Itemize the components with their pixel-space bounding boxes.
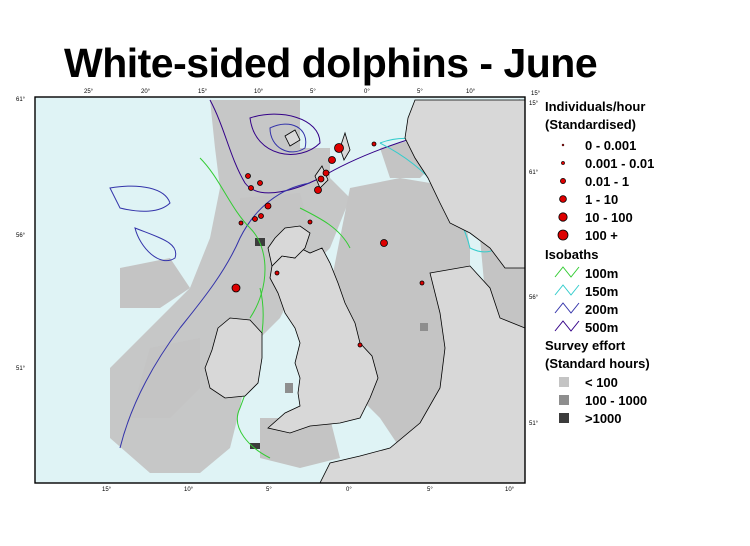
sighting-marker <box>371 141 377 147</box>
legend-effort-label: < 100 <box>585 375 618 390</box>
sighting-marker <box>322 169 330 177</box>
sighting-marker <box>334 143 344 153</box>
lon-tick-top: 5° <box>417 89 423 95</box>
legend-sighting-symbols <box>557 143 569 241</box>
sighting-marker <box>245 173 251 179</box>
sighting-marker <box>231 283 241 293</box>
legend-effort-label: 100 - 1000 <box>585 393 648 408</box>
lat-tick-left: 51° <box>16 366 26 372</box>
sighting-marker <box>328 156 336 164</box>
lat-tick-right: 51° <box>529 421 539 427</box>
legend-effort-label: >1000 <box>585 411 622 426</box>
legend-sighting-label: 0 - 0.001 <box>585 138 637 153</box>
legend-sighting-label: 1 - 10 <box>585 192 619 207</box>
legend-isobath-line <box>554 302 580 314</box>
legend-effort-swatch <box>559 377 569 387</box>
sighting-marker <box>257 180 263 186</box>
lat-tick-right: 15° <box>529 101 539 107</box>
sighting-marker <box>419 280 425 286</box>
dolphin-distribution-map: 25° 20° 15° 10° 5° 0° 5° 10° 15° 15° 10°… <box>0 88 545 498</box>
legend-effort-swatch <box>559 395 569 405</box>
sighting-marker <box>314 186 322 194</box>
legend-isobath-label: 200m <box>585 302 619 317</box>
map-frame <box>34 96 526 484</box>
lon-tick-bottom: 10° <box>505 487 515 493</box>
lat-tick-left: 61° <box>16 97 26 103</box>
legend-effort-swatch <box>559 413 569 423</box>
lon-tick-top: 5° <box>310 89 316 95</box>
legend-isobath-line <box>554 284 580 296</box>
legend-sightings-title: Individuals/hour <box>545 99 646 114</box>
lon-tick-top: 20° <box>141 89 151 95</box>
legend-effort-title: Survey effort <box>545 338 626 353</box>
legend-isobath-label: 150m <box>585 284 619 299</box>
legend-sighting-marker <box>558 212 568 222</box>
lon-tick-bottom: 15° <box>102 487 112 493</box>
legend-isobath-label: 500m <box>585 320 619 335</box>
lon-tick-top: 25° <box>84 89 94 95</box>
sighting-marker <box>264 202 272 210</box>
lat-tick-right: 61° <box>529 170 539 176</box>
legend-isobath-line <box>554 266 580 278</box>
page-title: White-sided dolphins - June <box>64 40 598 86</box>
lon-tick-top: 15° <box>198 89 208 95</box>
lon-tick-top: 10° <box>254 89 264 95</box>
sighting-marker <box>252 216 258 222</box>
great-britain <box>267 247 379 434</box>
sighting-marker <box>307 219 313 225</box>
lon-tick-top: 10° <box>466 89 476 95</box>
legend-sighting-label: 0.001 - 0.01 <box>585 156 655 171</box>
continent <box>319 265 526 484</box>
legend-sighting-marker <box>559 195 567 203</box>
legend-sighting-label: 100 + <box>585 228 618 243</box>
sighting-marker <box>317 175 325 183</box>
sighting-marker <box>238 220 244 226</box>
legend-isobath-label: 100m <box>585 266 619 281</box>
legend-sighting-marker <box>557 229 569 241</box>
sightings-layer <box>231 141 425 348</box>
lat-tick-right: 56° <box>529 295 539 301</box>
lon-tick-bottom: 0° <box>346 487 352 493</box>
sighting-marker <box>274 270 280 276</box>
sighting-marker <box>248 185 254 191</box>
lon-tick-bottom: 10° <box>184 487 194 493</box>
legend-effort-subtitle: (Standard hours) <box>545 356 650 371</box>
legend-isobath-symbols <box>554 266 580 332</box>
legend-sighting-label: 0.01 - 1 <box>585 174 630 189</box>
legend-sighting-marker <box>561 161 565 165</box>
sighting-marker <box>357 342 363 348</box>
legend-effort-symbols <box>559 377 569 423</box>
map-canvas <box>34 96 526 484</box>
lon-tick-bottom: 5° <box>266 487 272 493</box>
sighting-marker <box>380 239 388 247</box>
lon-tick-top: 15° <box>531 91 541 97</box>
legend-sightings-subtitle: (Standardised) <box>545 117 637 132</box>
legend-isobaths-title: Isobaths <box>545 247 599 262</box>
legend-sighting-label: 10 - 100 <box>585 210 633 225</box>
lon-tick-top: 0° <box>364 89 370 95</box>
legend-sighting-marker <box>561 143 565 147</box>
ireland <box>204 317 263 399</box>
lat-tick-left: 56° <box>16 233 26 239</box>
legend-isobath-line <box>554 320 580 332</box>
legend-sighting-marker <box>560 178 566 184</box>
sighting-marker <box>258 213 264 219</box>
lon-tick-bottom: 5° <box>427 487 433 493</box>
